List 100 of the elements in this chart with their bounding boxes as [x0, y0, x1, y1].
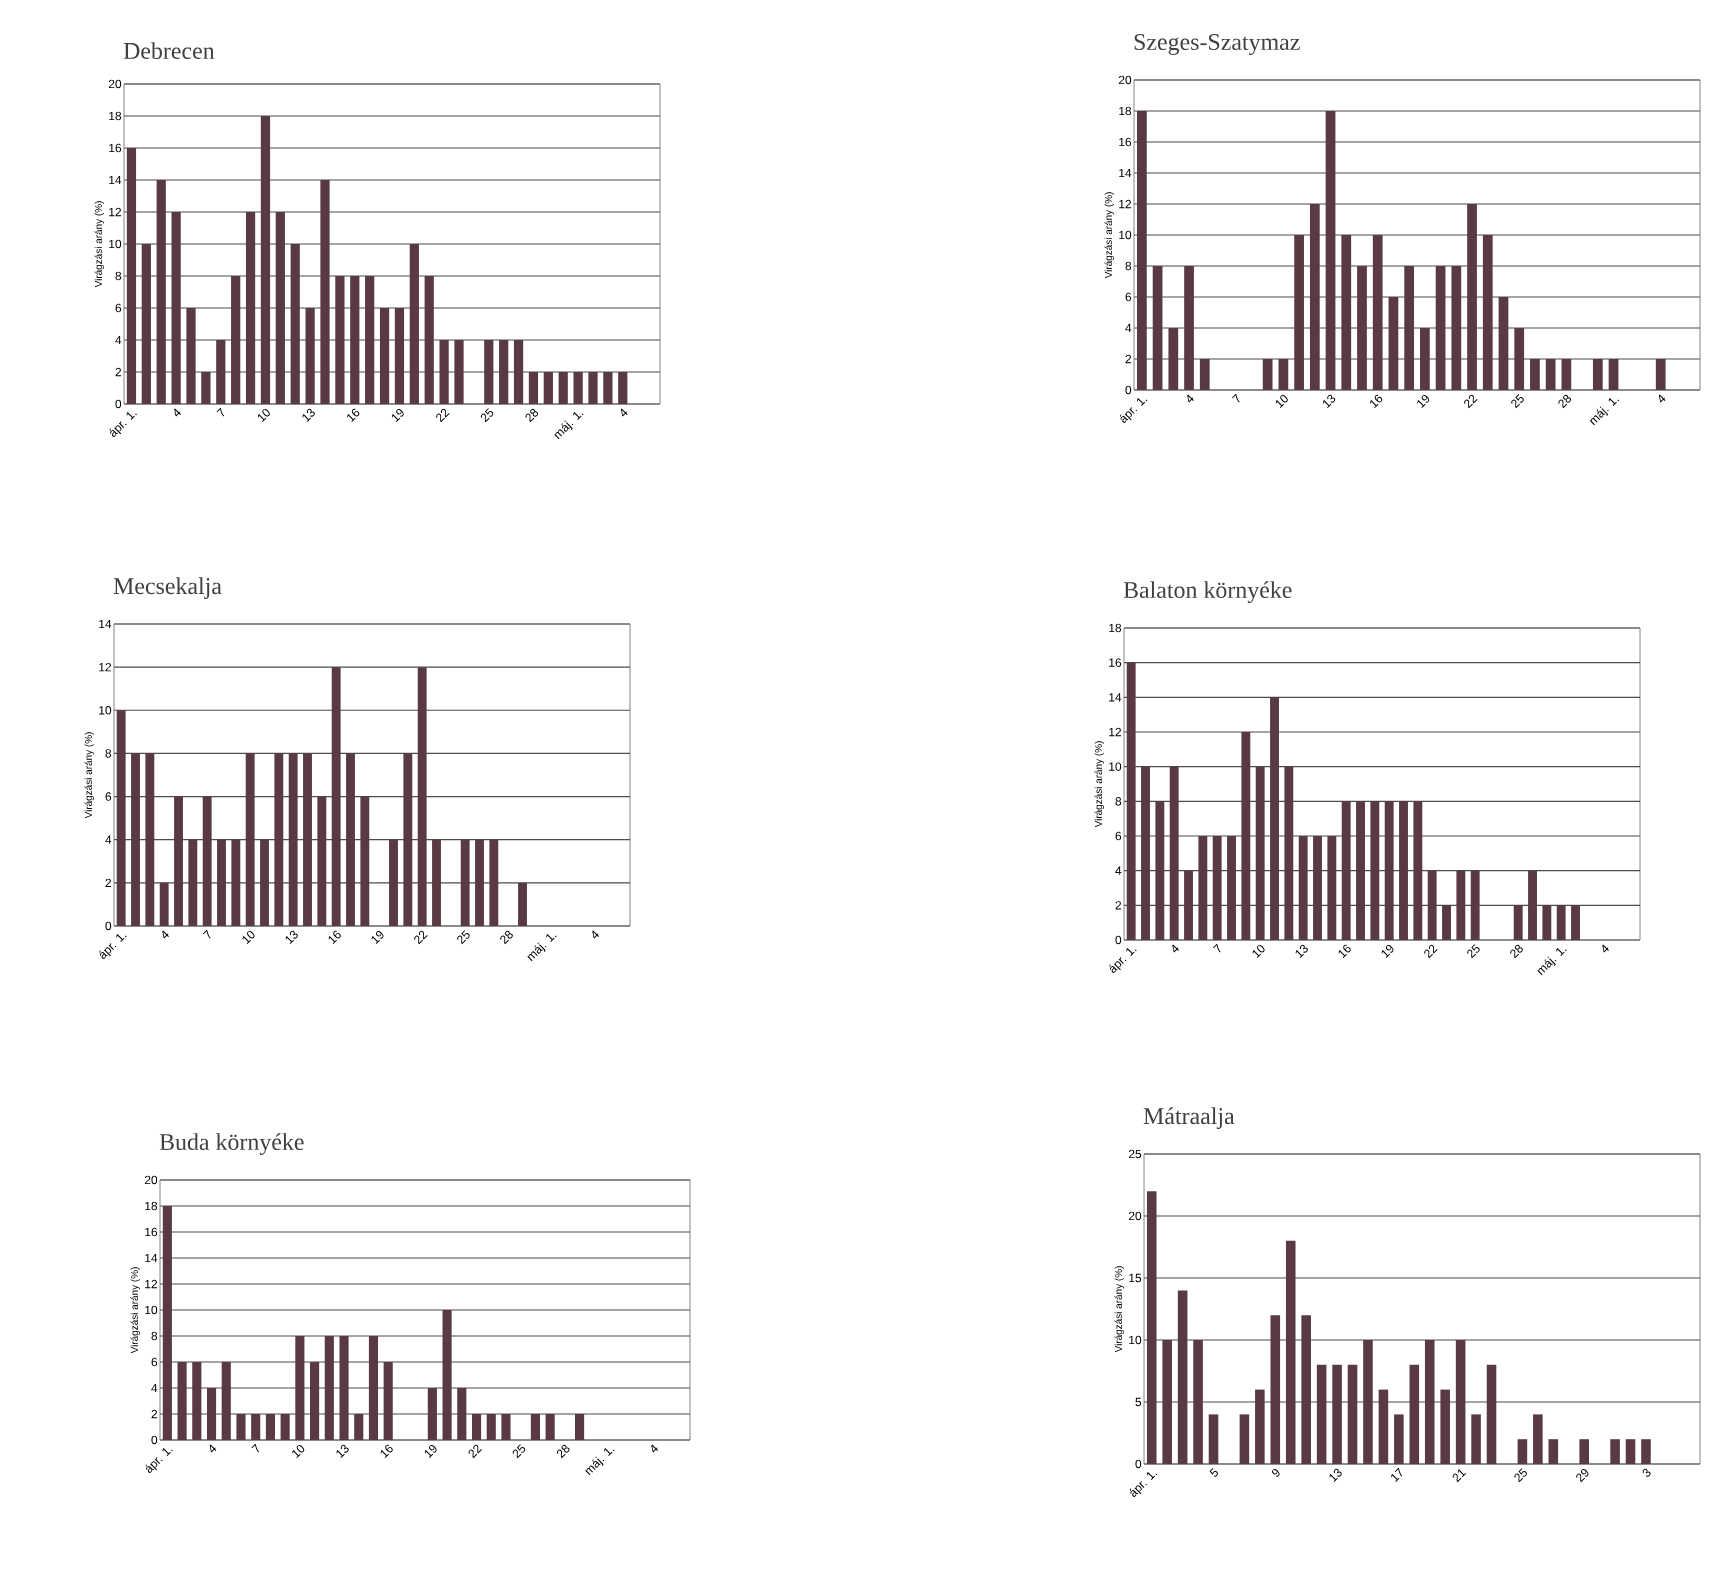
bar [1561, 358, 1572, 390]
bar [442, 1310, 452, 1440]
bar [1482, 234, 1493, 390]
bar [265, 1414, 275, 1440]
bar [471, 1414, 482, 1440]
bar [201, 371, 211, 404]
bar [1399, 801, 1408, 940]
bar [1470, 870, 1480, 940]
bar [1255, 1389, 1265, 1464]
bar [1162, 1339, 1172, 1464]
chart-title: Szeges-Szatymaz [1134, 34, 1300, 55]
bar [1548, 1439, 1559, 1464]
bar [1126, 662, 1136, 940]
bar [1313, 835, 1322, 940]
bar [1301, 1315, 1311, 1464]
bar [1341, 801, 1351, 940]
bar [1327, 835, 1337, 940]
bar [1177, 1290, 1188, 1464]
bar [1316, 1364, 1327, 1464]
bar [1363, 1339, 1373, 1464]
bar [1341, 234, 1352, 390]
bar [174, 796, 183, 926]
bar [1372, 234, 1383, 390]
bar [192, 1362, 202, 1440]
bar [206, 1388, 217, 1440]
bar [1442, 905, 1451, 940]
bar [217, 839, 226, 926]
bar [1332, 1364, 1342, 1464]
bar [1155, 801, 1165, 940]
bar [558, 371, 568, 404]
bar [1227, 835, 1236, 940]
bar [1542, 905, 1552, 940]
bar [1427, 870, 1437, 940]
bar [1409, 1364, 1420, 1464]
bar [303, 753, 312, 926]
bar [432, 839, 441, 926]
bar [1168, 327, 1179, 390]
bar [305, 307, 315, 404]
chart-title: Mátraalja [1143, 1107, 1235, 1130]
bar [575, 1414, 585, 1440]
bar [310, 1362, 320, 1440]
bar [324, 1336, 334, 1440]
bar [245, 753, 255, 926]
bar [1239, 1414, 1250, 1464]
bar [1356, 801, 1365, 940]
bar [221, 1362, 231, 1440]
bar [484, 339, 494, 404]
bar [1435, 265, 1446, 390]
bar [1146, 1191, 1157, 1464]
bar [1592, 358, 1603, 390]
bar [1413, 801, 1423, 940]
bar [383, 1362, 393, 1440]
bar [1579, 1439, 1589, 1464]
bar [1456, 870, 1466, 940]
bar [588, 371, 598, 404]
bar [1357, 265, 1367, 390]
chart-title: Mecsekalja [113, 577, 222, 600]
bar [427, 1388, 437, 1440]
bar [1608, 358, 1619, 390]
bar [346, 753, 355, 926]
bar [1394, 1414, 1404, 1464]
bar [499, 339, 509, 404]
bar [339, 1336, 349, 1440]
bar [1298, 835, 1308, 940]
bar [1440, 1389, 1450, 1464]
bar [1198, 835, 1208, 940]
bar [1420, 327, 1430, 390]
bar [1270, 697, 1279, 940]
bar [350, 275, 360, 404]
bar [417, 667, 427, 926]
bar [528, 371, 539, 404]
bar [131, 753, 140, 926]
bar [1184, 870, 1193, 940]
bar [603, 371, 613, 404]
bar [251, 1414, 261, 1440]
bar [335, 275, 345, 404]
bar [290, 243, 300, 404]
bar [1625, 1439, 1636, 1464]
bar [275, 211, 285, 404]
bar [545, 1414, 555, 1440]
bar [1610, 1439, 1620, 1464]
bar [1404, 265, 1415, 390]
bar [186, 307, 196, 404]
bar [457, 1388, 467, 1440]
bar [1471, 1414, 1481, 1464]
bar [1270, 1315, 1281, 1464]
bar [1655, 358, 1666, 390]
bar [501, 1414, 511, 1440]
bar [1262, 358, 1273, 390]
bar [439, 339, 449, 404]
bar [1285, 1240, 1296, 1464]
bar [1528, 870, 1537, 940]
bar [360, 796, 370, 926]
bar [1325, 110, 1336, 390]
bar [295, 1336, 305, 1440]
bar [1486, 1364, 1497, 1464]
bar [1467, 203, 1477, 390]
bar [1545, 358, 1556, 390]
bar [162, 1205, 172, 1440]
bar [1533, 1414, 1543, 1464]
